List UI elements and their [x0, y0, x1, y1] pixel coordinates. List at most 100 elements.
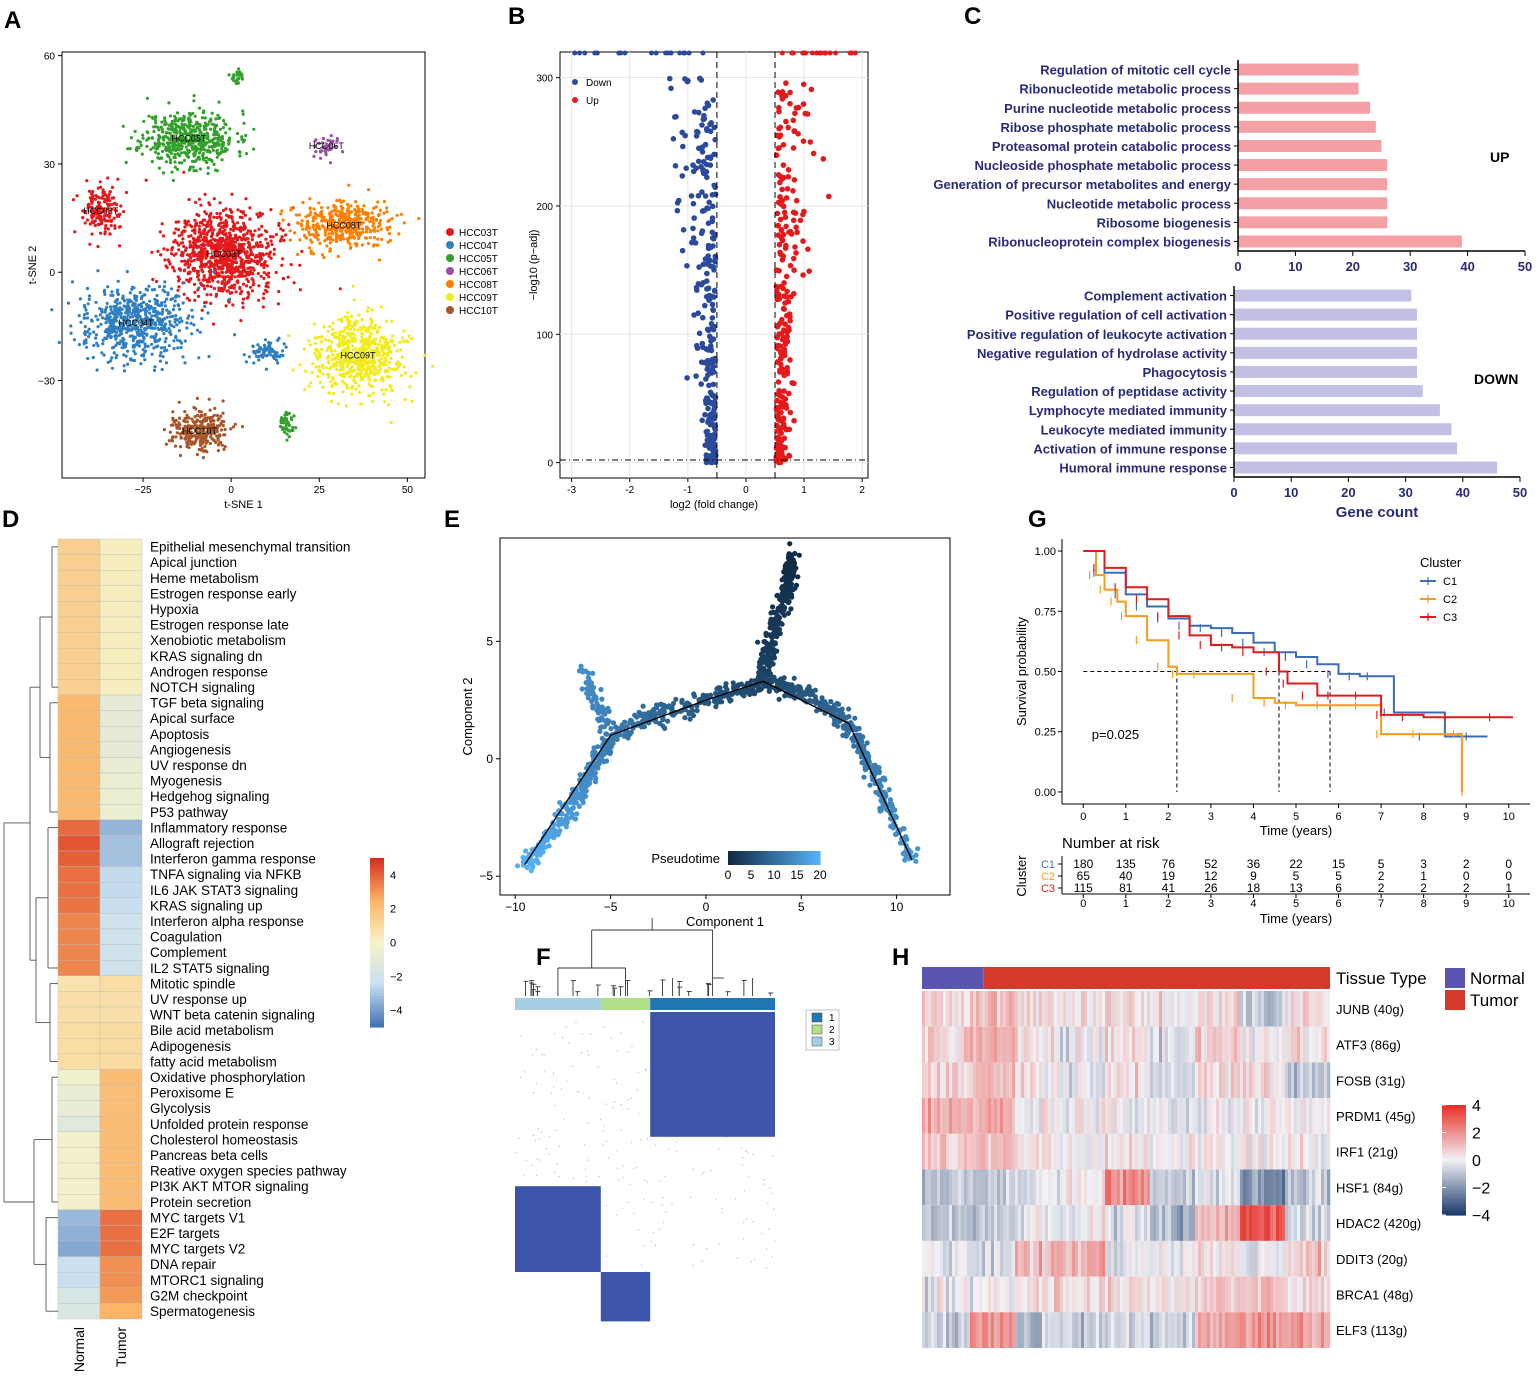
data-point [122, 364, 126, 368]
heatmap-cell [57, 1162, 101, 1179]
data-point [389, 356, 393, 360]
data-point [212, 137, 216, 141]
data-point [203, 227, 207, 231]
data-point [250, 238, 254, 242]
row-dendrogram [3, 546, 58, 1312]
data-point [359, 402, 363, 406]
data-point [326, 148, 331, 152]
data-point [329, 365, 333, 369]
data-point [331, 321, 335, 325]
data-point [267, 343, 271, 347]
data-point [696, 264, 702, 270]
data-point [366, 216, 370, 220]
data-point [366, 306, 370, 310]
data-point [390, 217, 394, 221]
data-point [126, 301, 130, 305]
data-point [188, 113, 192, 117]
data-point [79, 320, 83, 324]
data-point [408, 385, 412, 389]
data-point [118, 332, 123, 336]
data-point [133, 129, 137, 133]
y-tick-label: 200 [536, 202, 553, 213]
data-point [262, 276, 266, 280]
data-point [337, 213, 341, 218]
data-point [222, 243, 226, 247]
data-point [325, 348, 329, 352]
row-label: Angiogenesis [150, 742, 231, 757]
data-point [200, 308, 204, 312]
data-point [407, 334, 411, 338]
data-point [166, 291, 170, 295]
data-point [221, 126, 225, 130]
data-point [172, 231, 176, 235]
data-point [307, 384, 311, 388]
data-point [347, 341, 351, 345]
data-point [301, 200, 305, 205]
heatmap-cell [99, 819, 143, 836]
data-point [209, 285, 213, 289]
data-point [246, 245, 251, 249]
data-point [314, 365, 318, 369]
data-point [374, 205, 378, 209]
data-point [217, 116, 221, 120]
panel-label-d: D [2, 506, 19, 533]
data-point [144, 310, 148, 314]
data-point [270, 242, 274, 247]
data-point [348, 229, 352, 234]
data-point [373, 327, 377, 331]
data-point [196, 273, 201, 277]
data-point [354, 211, 358, 215]
data-point [188, 243, 192, 247]
data-point [220, 158, 224, 162]
data-point [323, 233, 328, 237]
x-tick-label: -2 [625, 485, 634, 496]
data-point [174, 314, 178, 318]
data-point [178, 131, 183, 135]
data-point [194, 122, 198, 126]
data-point [389, 384, 393, 388]
data-point [212, 133, 216, 137]
data-point [343, 328, 347, 332]
category-label: Ribosome biogenesis [1097, 215, 1231, 230]
data-point [179, 345, 183, 350]
data-point [380, 347, 384, 351]
data-point [406, 340, 410, 344]
data-point [315, 225, 319, 229]
data-point [66, 301, 71, 305]
data-point [806, 268, 812, 275]
x-axis-label: log2 (fold change) [670, 499, 758, 511]
data-point [182, 292, 186, 296]
cluster-points [242, 336, 288, 371]
data-point [108, 305, 113, 309]
data-point [823, 50, 829, 56]
data-point [340, 211, 344, 216]
data-point [256, 343, 260, 347]
data-point [184, 136, 188, 140]
data-point [138, 339, 142, 343]
data-point [242, 227, 246, 231]
data-point [137, 146, 141, 150]
data-point [228, 269, 232, 273]
data-point [787, 100, 793, 107]
data-point [160, 149, 165, 153]
data-point [221, 221, 226, 225]
data-point [328, 143, 332, 147]
heatmap-cell [99, 1162, 143, 1179]
data-point [340, 367, 344, 371]
data-point [374, 378, 378, 382]
data-point [201, 223, 205, 227]
data-point [699, 149, 706, 155]
data-point [252, 282, 256, 286]
data-point [321, 363, 325, 367]
heatmap-cell [99, 1022, 143, 1039]
bar [1234, 404, 1440, 417]
data-point [703, 429, 710, 435]
data-point [215, 216, 219, 220]
heatmap-cell [57, 1225, 101, 1242]
data-point [349, 366, 353, 370]
data-point [267, 271, 271, 275]
data-point [346, 238, 350, 242]
category-label: Complement activation [1084, 289, 1227, 304]
data-point [282, 421, 286, 425]
row-label: fatty acid metabolism [150, 1054, 277, 1069]
